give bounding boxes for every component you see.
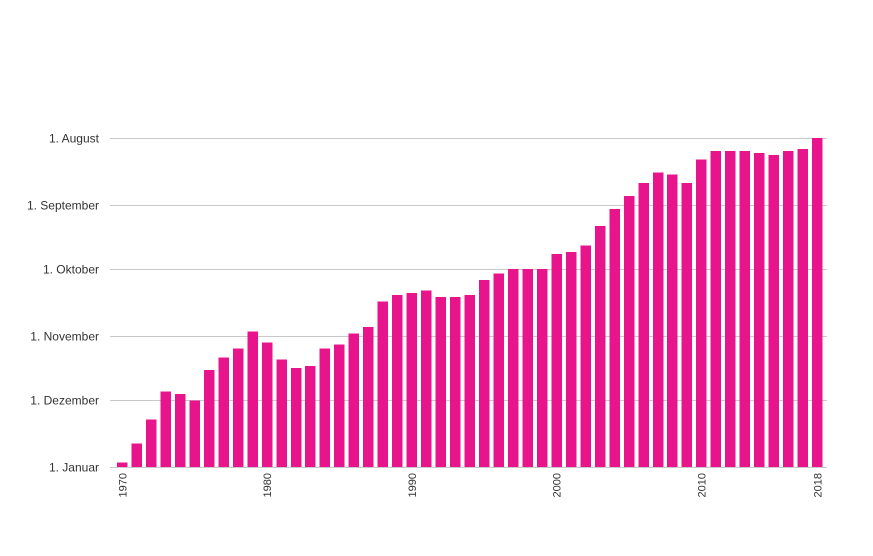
bar-1988 [377, 301, 389, 467]
bar-1975 [189, 400, 200, 467]
x-axis-ticks: 1970 1980 1990 2000 2010 2018 [117, 473, 824, 497]
bar-1983 [305, 365, 316, 467]
bar-1971 [131, 443, 142, 467]
y-tick-label: 1. Dezember [30, 394, 99, 408]
bar-2013 [739, 150, 751, 467]
bar-2000 [551, 254, 562, 467]
bar-2006 [638, 183, 649, 467]
bar-2007 [652, 172, 664, 467]
bar-2015 [768, 155, 780, 467]
bar-1972 [145, 419, 157, 467]
bar-1994 [464, 294, 476, 467]
bar-1987 [363, 327, 374, 467]
bar-1976 [203, 370, 215, 467]
bar-1986 [348, 333, 360, 467]
bar-2008 [667, 174, 678, 467]
bar-1995 [479, 279, 490, 467]
bar-2018 [812, 138, 823, 467]
x-tick-label: 2000 [552, 473, 564, 497]
bar-1998 [522, 269, 533, 467]
bar-1993 [450, 297, 461, 467]
bar-1997 [507, 269, 519, 467]
bar-2011 [710, 150, 722, 467]
bar-1985 [334, 344, 345, 467]
bar-2017 [797, 148, 809, 467]
y-tick-label: 1. Oktober [43, 263, 99, 277]
bar-1973 [160, 391, 171, 467]
y-tick-label: 1. Januar [49, 461, 99, 475]
x-tick-label: 2018 [812, 473, 824, 497]
bar-1992 [435, 297, 447, 467]
bar-1984 [319, 348, 331, 467]
y-tick-label: 1. August [49, 132, 100, 146]
bar-2009 [681, 183, 693, 467]
bars [117, 138, 823, 468]
bar-1970 [117, 462, 128, 467]
bar-2002 [580, 245, 591, 467]
bar-2003 [594, 226, 606, 467]
x-tick-label: 2010 [696, 473, 708, 497]
bar-1974 [174, 393, 186, 467]
bar-2001 [565, 251, 577, 467]
bar-1979 [247, 331, 258, 467]
bar-2016 [783, 150, 794, 467]
bar-2005 [623, 196, 635, 467]
bar-2014 [754, 153, 765, 468]
x-tick-label: 1990 [407, 473, 419, 497]
bar-2004 [609, 208, 620, 467]
bar-1996 [493, 273, 504, 467]
bar-1999 [536, 269, 548, 467]
bar-1989 [392, 294, 403, 467]
bar-1977 [218, 357, 229, 467]
x-tick-label: 1980 [262, 473, 274, 497]
bar-1978 [232, 348, 244, 467]
y-tick-label: 1. November [30, 330, 99, 344]
bar-1990 [406, 292, 418, 467]
bar-2012 [725, 150, 736, 467]
bar-1981 [276, 359, 287, 467]
y-axis-ticks: 1. Januar 1. Dezember 1. November 1. Oktobe… [27, 132, 100, 475]
bar-2010 [696, 159, 707, 467]
bar-1982 [290, 368, 302, 467]
x-tick-label: 1970 [117, 473, 129, 497]
y-tick-label: 1. September [27, 199, 99, 213]
bar-1980 [261, 342, 273, 467]
bar-1991 [421, 290, 432, 467]
